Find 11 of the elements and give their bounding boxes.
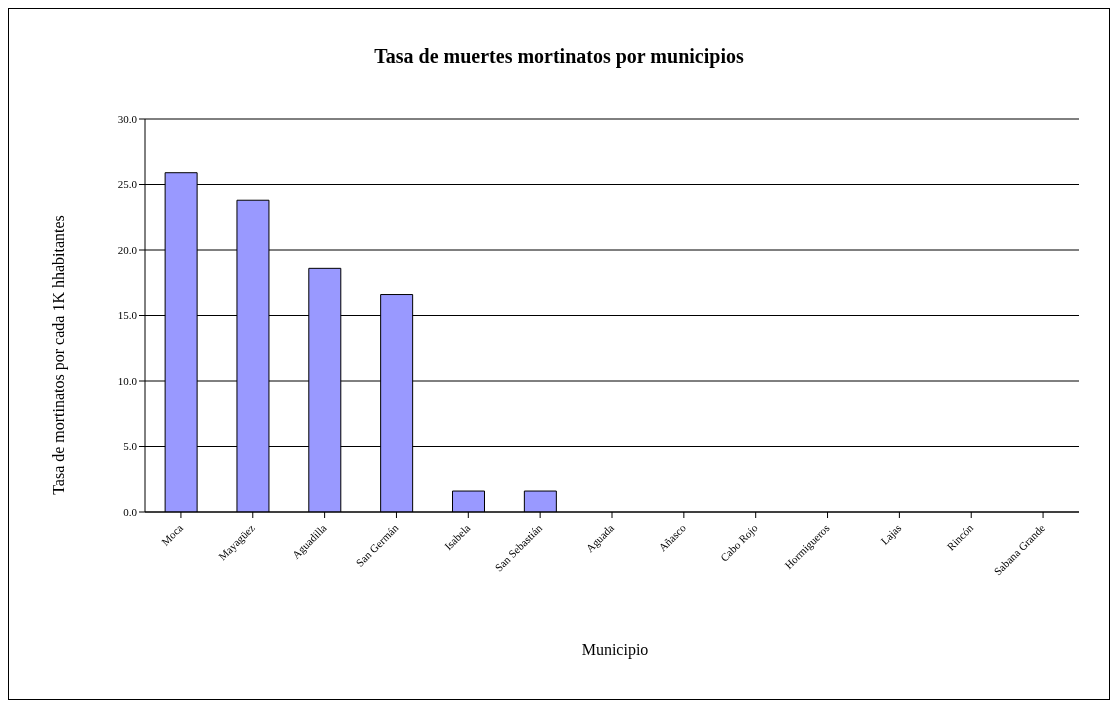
- x-axis-title: Municipio: [580, 641, 650, 659]
- y-tick-label: 30.0: [117, 112, 138, 125]
- y-tick-label: 15.0: [117, 309, 138, 322]
- y-tick-label: 25.0: [117, 178, 138, 191]
- y-tick-label: 5.0: [123, 440, 138, 453]
- y-tick-label: 10.0: [117, 374, 138, 387]
- y-axis-title: Tasa de mortinatos por cada 1K hhabitantes: [50, 215, 68, 495]
- y-tick-label: 20.0: [117, 243, 138, 256]
- y-tick-label: 0.0: [123, 505, 138, 518]
- x-tick-label: Cabo Rojo: [717, 521, 761, 564]
- chart-title: Tasa de muertes mortinatos por municipios: [373, 45, 745, 68]
